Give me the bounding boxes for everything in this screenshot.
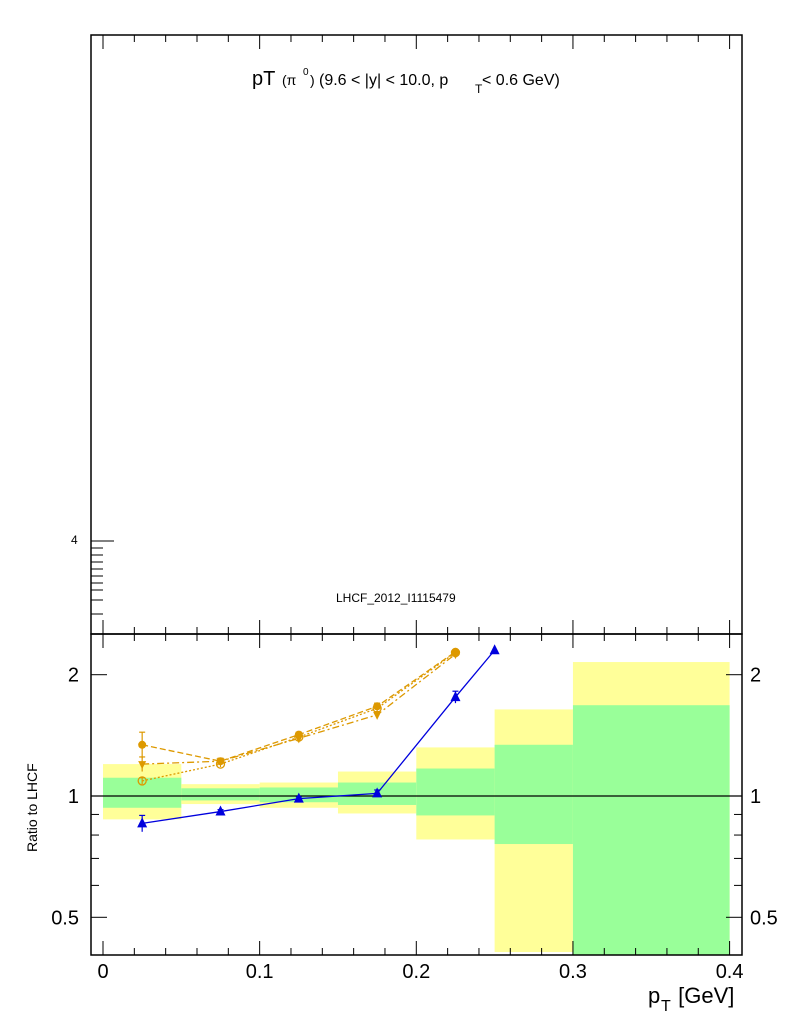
title-cut-sub: T [475,82,483,96]
uncertainty-bands [103,662,730,955]
y-tick-label-right: 1 [750,786,761,808]
series-3-point-3 [372,703,382,714]
y-tick-label-right: 2 [750,665,761,687]
title-cut-suffix: < 0.6 GeV) [482,72,560,89]
series-3-point-2 [294,732,304,742]
series-0-point-5 [489,644,500,655]
x-tick-label: 0.4 [716,961,744,983]
band-green-6 [572,705,730,955]
series-0-point-3 [372,787,383,798]
series-2-point-4 [451,651,460,660]
x-tick-label: 0.3 [559,961,587,983]
x-tick-label: 0 [97,961,108,983]
y-tick-label-right: 0.5 [750,907,778,929]
x-axis-label-unit: [GeV] [672,983,734,1008]
y-tick-label-left: 1 [68,786,79,808]
series-1-line [142,651,456,762]
title-particle: (π [282,72,297,88]
series-3-point-0 [137,776,147,786]
series-0-point-0 [137,817,148,828]
top-panel-frame [90,34,743,635]
title-cut-prefix: (9.6 < |y| < 10.0, p [319,72,448,89]
band-green-4 [416,768,495,816]
y-tick-label-left: 2 [68,665,79,687]
series-2-point-0 [138,761,147,770]
band-green-1 [181,788,260,801]
x-tick-label: 0.2 [402,961,430,983]
x-tick-labels: 0 0.1 0.2 0.3 0.4 [97,961,743,983]
series-3-line [142,652,456,782]
series-3-point-4 [450,647,461,658]
chart-title: pT (π 0 ) (9.6 < |y| < 10.0, p T < 0.6 G… [252,67,560,96]
title-particle-close: ) [310,72,315,88]
series-3 [137,647,461,786]
top-panel-ticks [102,35,731,634]
x-axis-label-sub: T [661,998,671,1015]
series-layer [137,644,500,832]
top-panel-y-tick-label: 4 [71,533,78,547]
title-particle-sup: 0 [303,67,309,78]
series-2-point-3 [373,711,382,720]
analysis-annotation: LHCF_2012_I1115479 [336,591,456,605]
series-0 [137,644,500,832]
y-axis-label: Ratio to LHCF [24,763,40,852]
series-3-point-1 [215,759,226,769]
series-2-line [142,653,456,765]
x-axis-label-main: p [648,983,660,1008]
band-green-5 [494,744,573,845]
series-1-point-0 [138,740,147,749]
x-axis-label: p T [GeV] [648,983,734,1015]
top-panel-minor-ticks [91,540,114,615]
series-1 [138,647,460,766]
series-0-point-4 [450,691,461,702]
ratio-panel-ticks [91,634,742,955]
x-tick-label: 0.1 [246,961,274,983]
series-0-point-2 [293,792,304,803]
y-tick-label-left: 0.5 [51,907,79,929]
y-tick-labels: 0.5 0.5 1 1 2 2 [51,665,778,930]
series-0-point-1 [215,805,226,816]
title-main: pT [252,68,275,90]
series-0-line [142,649,496,825]
